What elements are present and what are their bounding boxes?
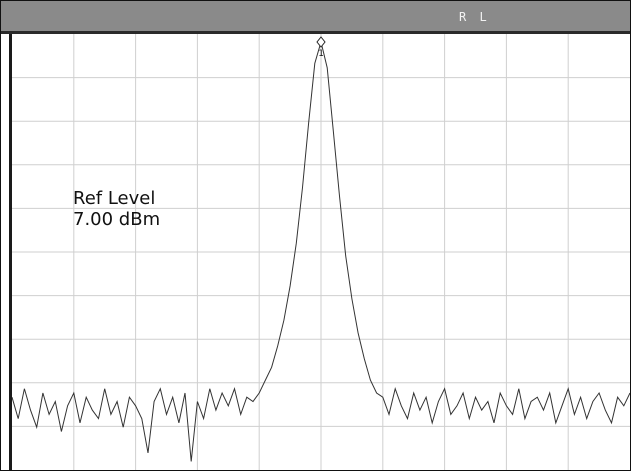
- marker-number: 1: [318, 49, 323, 59]
- status-indicator-rl: R L: [459, 10, 490, 24]
- trace-chart: 1: [11, 34, 630, 470]
- ref-level-value: 7.00 dBm: [73, 209, 161, 230]
- status-bar: R L: [1, 1, 630, 34]
- ref-level-label: Ref Level: [73, 188, 156, 209]
- left-border: [9, 34, 12, 470]
- ref-level-readout: Ref Level 7.00 dBm: [73, 188, 160, 230]
- marker-diamond-icon: [316, 36, 326, 48]
- trace-display: 1 Ref Level 7.00 dBm: [1, 34, 630, 470]
- graticule: [12, 34, 630, 470]
